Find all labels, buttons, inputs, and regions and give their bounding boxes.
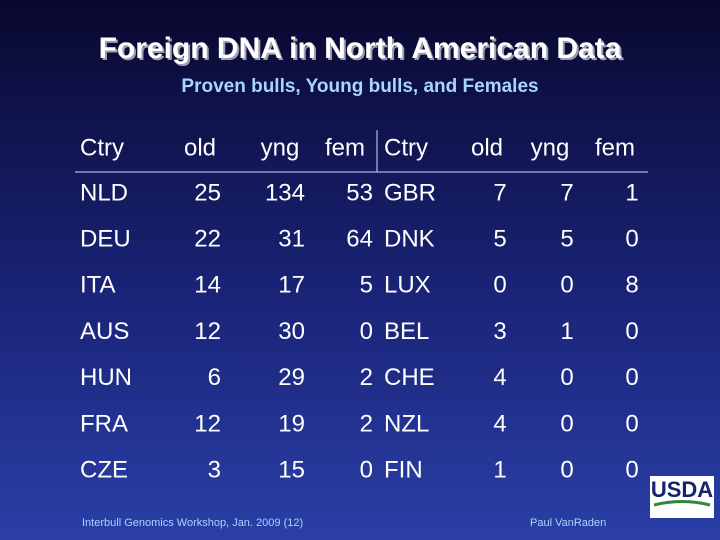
count-cell: 15: [278, 457, 305, 484]
count-cell: 0: [560, 457, 573, 484]
count-cell: 31: [278, 226, 305, 253]
logo-box: [650, 476, 714, 518]
count-cell: 29: [278, 364, 305, 391]
count-cell: 53: [346, 179, 373, 206]
count-cell: 4: [493, 410, 506, 437]
count-cell: 134: [265, 179, 305, 206]
count-cell: 7: [493, 179, 506, 206]
count-cell: 19: [278, 410, 305, 437]
count-cell: 5: [493, 226, 506, 253]
country-cell: HUN: [80, 364, 132, 391]
count-cell: 1: [560, 318, 573, 345]
count-cell: 0: [560, 410, 573, 437]
count-cell: 3: [208, 457, 221, 484]
country-cell: FIN: [384, 457, 423, 484]
count-cell: 0: [625, 364, 638, 391]
count-cell: 7: [560, 179, 573, 206]
count-cell: 2: [360, 410, 373, 437]
count-cell: 0: [625, 410, 638, 437]
count-cell: 5: [360, 272, 373, 299]
country-cell: FRA: [80, 410, 128, 437]
count-cell: 14: [194, 272, 221, 299]
count-cell: 17: [278, 272, 305, 299]
column-header: yng: [261, 134, 300, 161]
count-cell: 1: [493, 457, 506, 484]
count-cell: 12: [194, 410, 221, 437]
count-cell: 0: [360, 457, 373, 484]
count-cell: 30: [278, 318, 305, 345]
count-cell: 1: [625, 179, 638, 206]
column-header: yng: [531, 134, 570, 161]
count-cell: 0: [360, 318, 373, 345]
subtitle: Proven bulls, Young bulls, and Females: [181, 76, 538, 97]
country-cell: ITA: [80, 272, 116, 299]
count-cell: 4: [493, 364, 506, 391]
column-header: fem: [325, 134, 365, 161]
count-cell: 8: [625, 272, 638, 299]
footer-right: Paul VanRaden: [530, 517, 606, 529]
count-cell: 5: [560, 226, 573, 253]
count-cell: 0: [560, 272, 573, 299]
count-cell: 2: [360, 364, 373, 391]
count-cell: 6: [208, 364, 221, 391]
country-cell: AUS: [80, 318, 129, 345]
column-header: old: [184, 134, 216, 161]
column-header: Ctry: [384, 134, 428, 161]
logo-text: USDA: [651, 477, 713, 502]
count-cell: 64: [346, 226, 373, 253]
count-cell: 0: [493, 272, 506, 299]
country-cell: GBR: [384, 179, 436, 206]
count-cell: 25: [194, 179, 221, 206]
country-cell: LUX: [384, 272, 431, 299]
column-header: old: [471, 134, 503, 161]
count-cell: 3: [493, 318, 506, 345]
country-cell: NZL: [384, 410, 429, 437]
country-cell: DEU: [80, 226, 131, 253]
country-cell: DNK: [384, 226, 435, 253]
country-cell: BEL: [384, 318, 429, 345]
column-header: fem: [595, 134, 635, 161]
count-cell: 0: [625, 318, 638, 345]
footer-left: Interbull Genomics Workshop, Jan. 2009 (…: [82, 517, 303, 529]
count-cell: 0: [625, 226, 638, 253]
count-cell: 0: [625, 457, 638, 484]
country-cell: NLD: [80, 179, 128, 206]
column-header: Ctry: [80, 134, 124, 161]
count-cell: 12: [194, 318, 221, 345]
title: Foreign DNA in North American Data: [99, 32, 622, 65]
count-cell: 22: [194, 226, 221, 253]
title-shadow: Foreign DNA in North American Data: [101, 34, 624, 67]
country-cell: CHE: [384, 364, 435, 391]
logo-swoosh: [653, 500, 711, 507]
country-cell: CZE: [80, 457, 128, 484]
count-cell: 0: [560, 364, 573, 391]
